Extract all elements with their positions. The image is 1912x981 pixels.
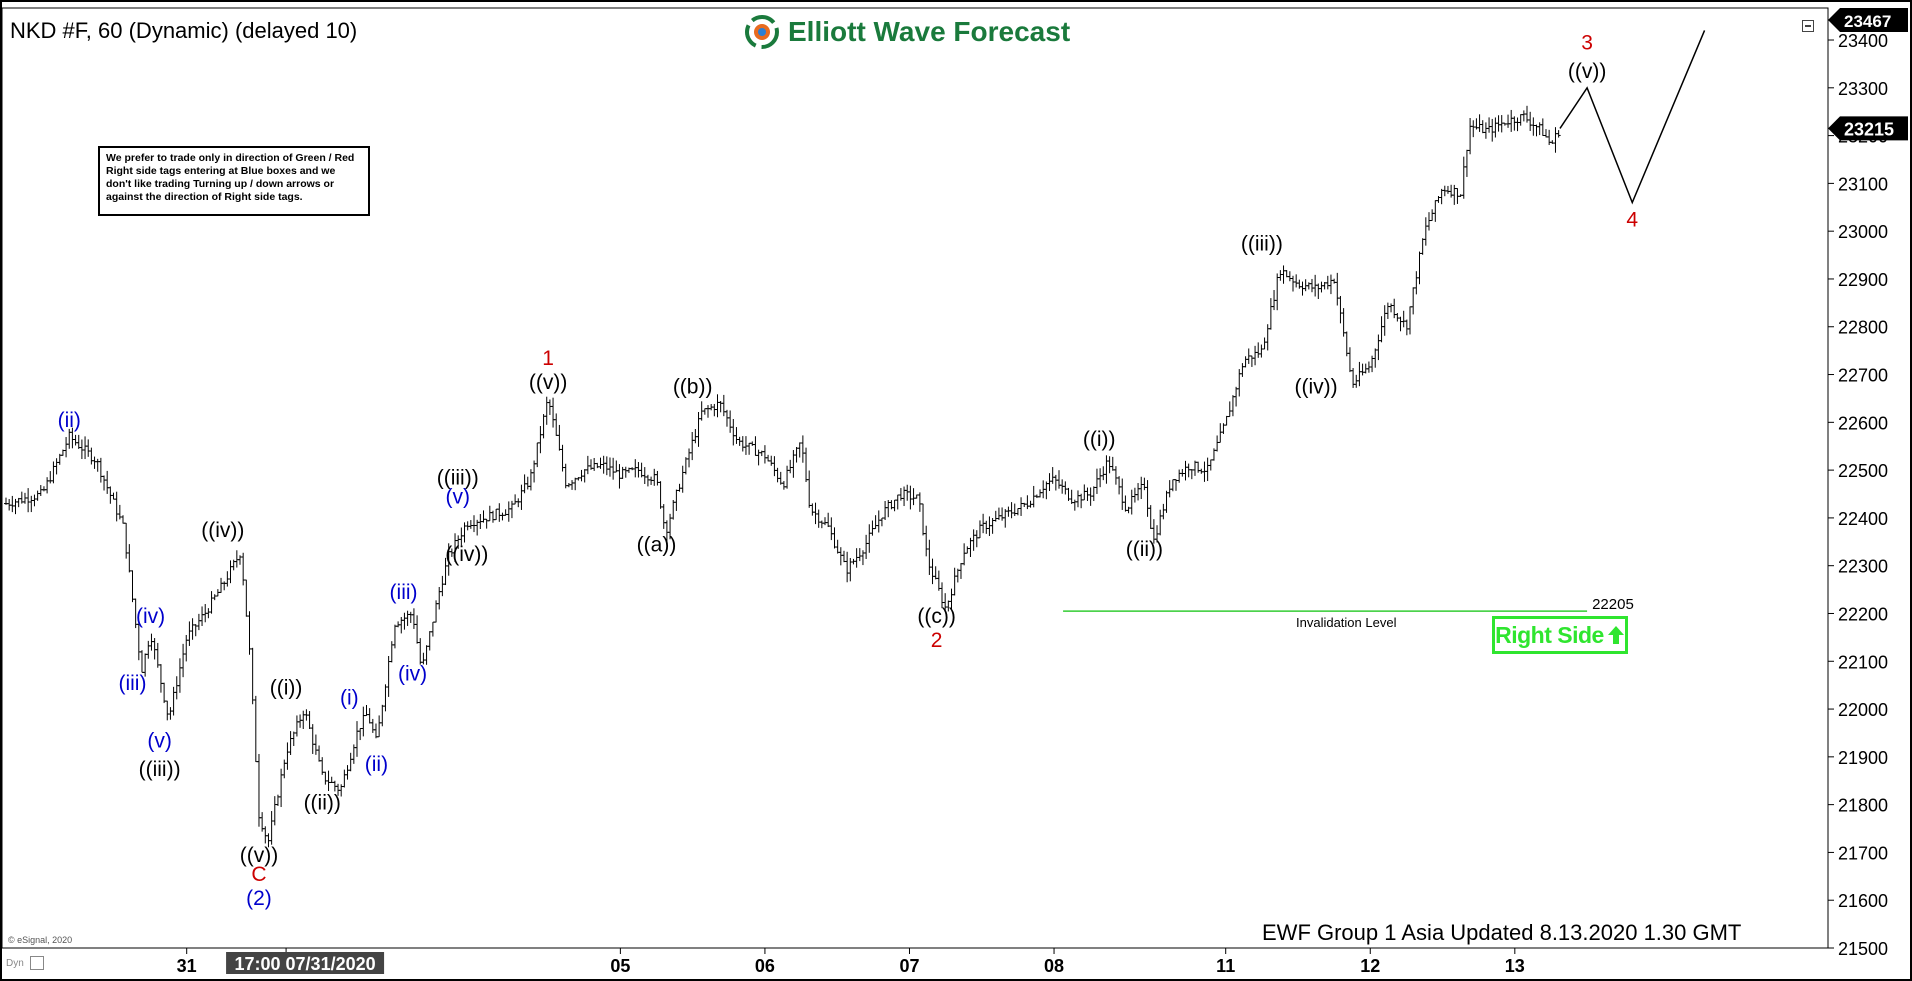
wave-label: (v) [445,486,470,509]
wave-label: 3 [1581,32,1593,55]
y-tick-label: 22400 [1838,509,1888,529]
wave-label: (i) [340,686,359,709]
copyright-text: © eSignal, 2020 [8,935,73,945]
wave-label: (ii) [365,753,388,776]
y-tick-label: 22700 [1838,366,1888,386]
y-tick-label: 22300 [1838,557,1888,577]
y-tick-label: 22600 [1838,413,1888,433]
logo-text: Elliott Wave Forecast [788,16,1071,47]
y-tick-label: 22200 [1838,604,1888,624]
y-tick-label: 21900 [1838,748,1888,768]
wave-label: (v) [147,729,172,752]
wave-label: ((a)) [637,533,677,556]
y-tick-label: 23300 [1838,79,1888,99]
wave-label: ((iii)) [1241,232,1283,255]
y-top-label: 23467 [1844,12,1891,31]
wave-label: ((i)) [270,677,303,700]
right-side-tag: Right Side [1492,616,1628,654]
y-tick-label: 21700 [1838,843,1888,863]
x-tick-label: 07 [899,956,919,976]
x-tick-label: 06 [755,956,775,976]
y-tick-label: 23000 [1838,222,1888,242]
wave-label: ((iii)) [437,466,479,489]
y-tick-label: 22900 [1838,270,1888,290]
dyn-toggle[interactable] [30,956,44,970]
wave-label: ((iii)) [139,758,181,781]
up-arrow-icon [1607,626,1624,644]
y-tick-label: 21600 [1838,891,1888,911]
y-tick-label: 21500 [1838,939,1888,959]
chart-title: NKD #F, 60 (Dynamic) (delayed 10) [10,18,358,43]
dyn-label: Dyn [6,958,24,969]
x-tick-label: 05 [610,956,630,976]
wave-label: (iii) [390,581,418,604]
y-tick-label: 22800 [1838,318,1888,338]
wave-label: (iv) [398,662,427,685]
wave-label: 2 [931,629,943,652]
last-price-marker [1828,116,1908,141]
wave-label: ((ii)) [1126,538,1163,561]
invalidation-text: Invalidation Level [1296,615,1397,630]
wave-label: (iii) [118,672,146,695]
y-tick-label: 23400 [1838,31,1888,51]
wave-label: ((iv)) [201,519,244,542]
x-cursor-label-bg [226,952,385,974]
right-side-label: Right Side [1495,621,1604,648]
wave-label: ((iv)) [1294,376,1337,399]
wave-label: (ii) [58,409,81,432]
x-tick-label: 13 [1505,956,1525,976]
last-price-label: 23215 [1844,119,1894,139]
y-tick-label: 22500 [1838,461,1888,481]
wave-label: ((ii)) [304,791,341,814]
logo-icon [745,15,779,49]
wave-label: (2) [246,887,272,910]
wave-label: ((i)) [1083,428,1116,451]
wave-label: ((v)) [1568,60,1606,83]
wave-label: ((b)) [673,376,713,399]
updated-footer: EWF Group 1 Asia Updated 8.13.2020 1.30 … [1262,920,1742,945]
projection-path [1559,30,1706,205]
y-top-marker [1828,8,1908,32]
wave-label: (iv) [136,605,165,628]
x-tick-label: 11 [1216,956,1235,976]
wave-label: C [251,863,266,886]
minimize-icon[interactable] [1802,20,1814,32]
y-tick-label: 21800 [1838,796,1888,816]
wave-label: 4 [1626,208,1638,231]
wave-label: ((iv)) [445,543,488,566]
x-cursor-label: 17:00 07/31/2020 [235,954,376,974]
wave-label: 1 [542,347,554,370]
y-tick-label: 22000 [1838,700,1888,720]
y-tick-label: 22100 [1838,652,1888,672]
wave-label: ((c)) [917,605,955,628]
y-tick-label: 23100 [1838,174,1888,194]
wave-label: ((v)) [240,844,278,867]
x-tick-label: 31 [177,956,197,976]
x-tick-label: 12 [1360,956,1380,976]
wave-label: ((v)) [529,371,567,394]
invalidation-value: 22205 [1592,596,1634,613]
x-tick-label: 08 [1044,956,1064,976]
brand-logo: Elliott Wave Forecast [744,12,1070,52]
trading-note: We prefer to trade only in direction of … [98,146,370,216]
